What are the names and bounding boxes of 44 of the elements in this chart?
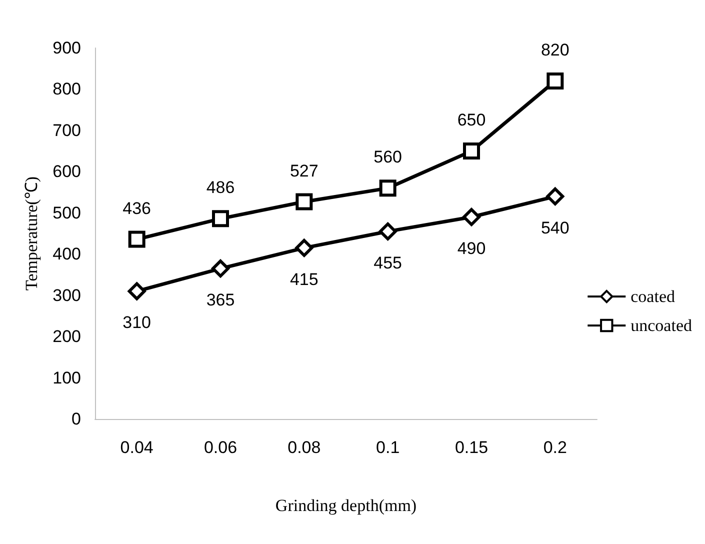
data-label: 490 (457, 239, 486, 258)
data-label: 365 (206, 290, 235, 310)
data-label: 415 (290, 270, 318, 289)
data-label: 540 (540, 218, 570, 238)
x-tick-label: 0.15 (454, 438, 488, 457)
data-label: 436 (122, 198, 152, 218)
y-tick-label: 600 (52, 162, 81, 182)
point (546, 187, 564, 206)
y-tick-label: 700 (52, 120, 81, 140)
x-tick-label: 0.08 (288, 438, 321, 457)
point (378, 222, 397, 240)
y-tick-label: 900 (52, 38, 81, 58)
legend-label: coated (630, 287, 676, 306)
y-tick-label: 800 (52, 80, 81, 99)
data-label: 486 (206, 178, 235, 198)
x-axis-title: Grinding depth(mm) (275, 496, 417, 515)
point (295, 238, 314, 257)
point (212, 260, 230, 278)
x-tick-label: 0.04 (120, 438, 154, 457)
point (128, 230, 146, 248)
data-label: 650 (457, 110, 486, 130)
x-tick-label: 0.06 (204, 438, 238, 457)
legend-label: uncoated (630, 316, 692, 335)
point (212, 210, 229, 228)
y-tick-label: 400 (52, 244, 81, 264)
data-label: 560 (374, 148, 402, 167)
data-label: 455 (374, 253, 402, 272)
point (546, 72, 564, 90)
point (379, 180, 396, 197)
data-label: 820 (540, 40, 570, 60)
x-tick-label: 0.2 (543, 438, 567, 457)
y-tick-label: 500 (52, 203, 81, 222)
point (463, 142, 480, 160)
y-tick-label: 300 (52, 286, 81, 305)
y-tick-label: 0 (72, 410, 81, 428)
point (462, 208, 480, 226)
point (128, 282, 146, 300)
y-axis-title: Temperature(℃) (22, 176, 41, 290)
x-tick-label: 0.1 (376, 438, 400, 457)
point (296, 193, 313, 210)
y-tick-label: 100 (52, 368, 81, 388)
y-tick-label: 200 (52, 327, 81, 346)
data-label: 310 (122, 313, 152, 332)
data-label: 527 (290, 161, 318, 180)
